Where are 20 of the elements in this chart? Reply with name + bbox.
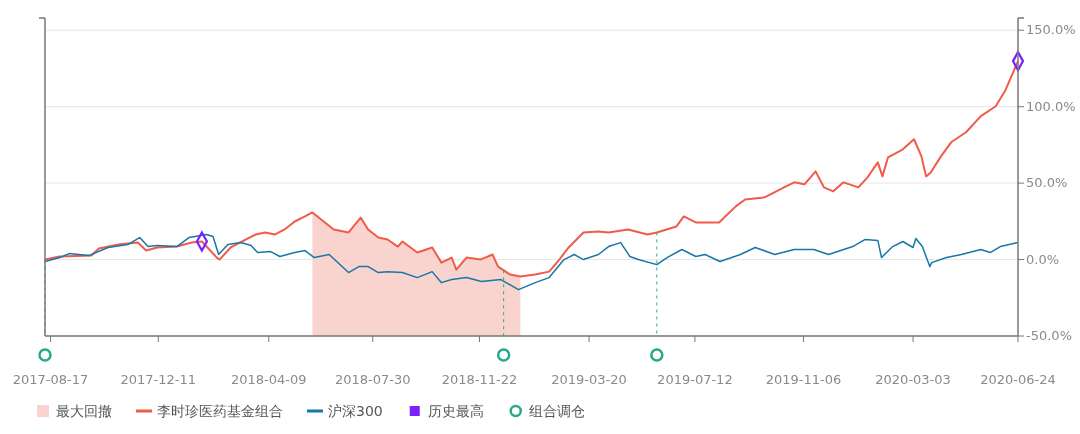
x-tick-label: 2017-08-17 [12,372,89,387]
x-tick-label: 2018-04-09 [230,372,307,387]
y-tick-label: 50.0% [1026,175,1068,191]
x-tick-label: 2020-06-24 [980,372,1056,387]
legend-label: 组合调仓 [528,403,585,419]
y-tick-label: 100.0% [1026,98,1076,114]
x-tick-label: 2017-12-11 [120,372,197,387]
x-tick-label: 2019-11-06 [765,372,842,387]
x-tick-label: 2018-11-22 [441,372,518,387]
legend-label: 李时珍医药基金组合 [157,403,283,419]
y-tick-label: 0.0% [1026,251,1060,267]
y-tick-label: -50.0% [1026,328,1072,343]
y-tick-label: 150.0% [1026,22,1076,38]
x-tick-label: 2018-07-30 [334,372,411,387]
legend-label: 最大回撤 [56,403,112,419]
x-tick-label: 2020-03-03 [875,372,951,387]
legend-label: 沪深300 [328,403,383,419]
legend-label: 历史最高 [427,403,484,419]
x-tick-label: 2019-07-12 [657,372,733,387]
x-tick-label: 2019-03-20 [551,372,627,387]
